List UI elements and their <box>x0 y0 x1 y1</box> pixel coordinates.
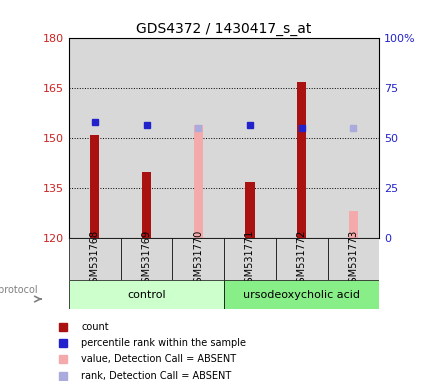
Bar <box>90 135 99 238</box>
Bar <box>69 38 120 238</box>
Text: GSM531773: GSM531773 <box>347 230 358 289</box>
Text: value, Detection Call = ABSENT: value, Detection Call = ABSENT <box>81 354 236 364</box>
Text: GSM531772: GSM531772 <box>296 230 306 289</box>
FancyBboxPatch shape <box>172 238 224 280</box>
FancyBboxPatch shape <box>224 280 378 309</box>
FancyBboxPatch shape <box>120 238 172 280</box>
Text: GSM531769: GSM531769 <box>141 230 151 289</box>
Text: GSM531771: GSM531771 <box>244 230 255 289</box>
Bar <box>172 38 224 238</box>
Text: count: count <box>81 322 108 332</box>
FancyBboxPatch shape <box>327 238 378 280</box>
Text: percentile rank within the sample: percentile rank within the sample <box>81 338 246 348</box>
Bar <box>275 38 327 238</box>
FancyBboxPatch shape <box>275 238 327 280</box>
Text: ursodeoxycholic acid: ursodeoxycholic acid <box>243 290 359 300</box>
Text: rank, Detection Call = ABSENT: rank, Detection Call = ABSENT <box>81 371 231 381</box>
Bar <box>327 38 378 238</box>
Bar <box>296 82 306 238</box>
Bar <box>193 125 203 238</box>
Text: control: control <box>127 290 166 300</box>
Bar <box>141 172 151 238</box>
Bar <box>245 182 254 238</box>
FancyBboxPatch shape <box>224 238 275 280</box>
Title: GDS4372 / 1430417_s_at: GDS4372 / 1430417_s_at <box>136 22 311 36</box>
Text: growth protocol: growth protocol <box>0 285 38 295</box>
Bar <box>120 38 172 238</box>
FancyBboxPatch shape <box>69 280 224 309</box>
Bar <box>224 38 275 238</box>
Bar <box>348 212 357 238</box>
Text: GSM531770: GSM531770 <box>193 230 203 289</box>
FancyBboxPatch shape <box>69 238 120 280</box>
Text: GSM531768: GSM531768 <box>89 230 100 289</box>
